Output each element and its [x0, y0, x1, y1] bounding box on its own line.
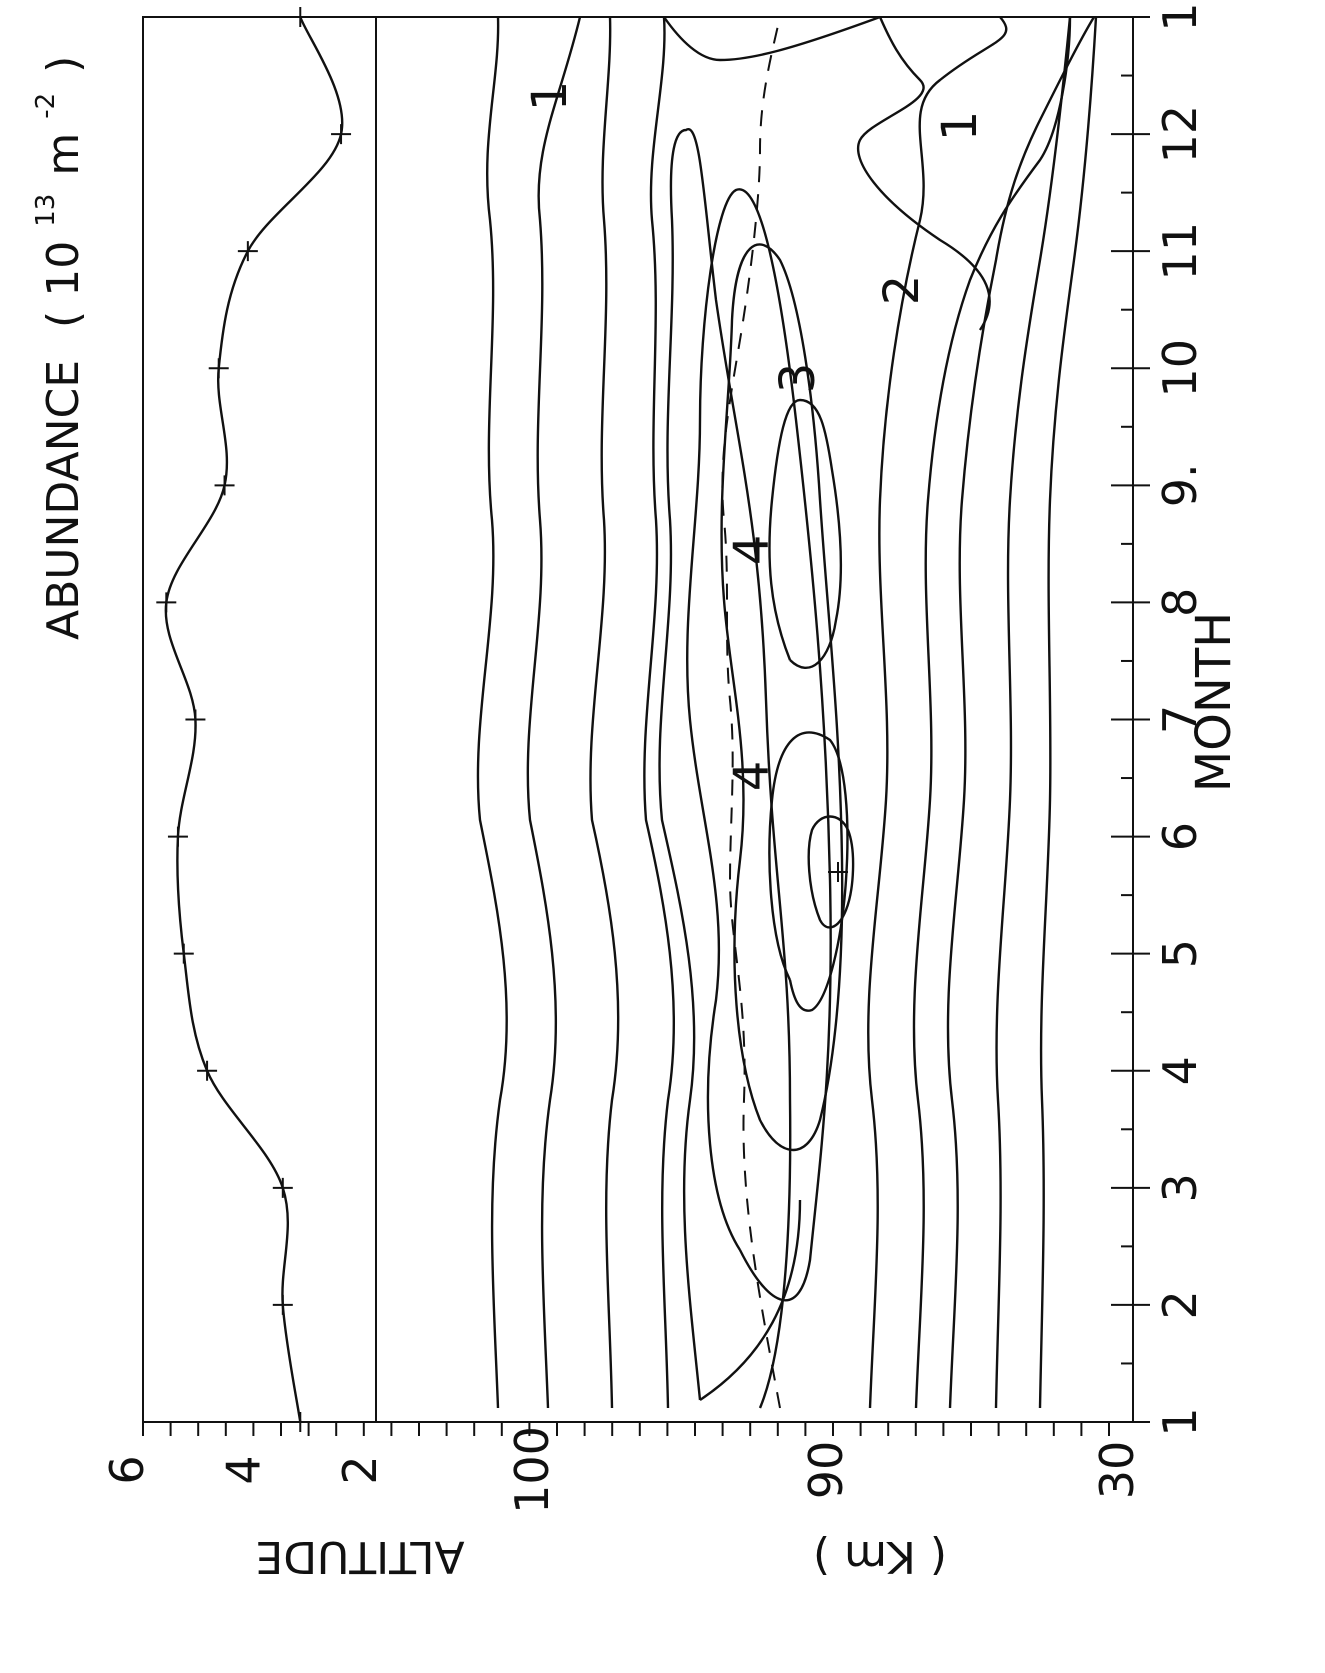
contour-line-lower-1: [867, 16, 1008, 1409]
y-tick-label: 100: [505, 1426, 559, 1514]
month-tick-label: 8: [1153, 588, 1207, 617]
abundance-point: [173, 943, 194, 964]
y-tick-labels: 6 4 2 100 90 30: [100, 1426, 1144, 1514]
month-tick-label: 2: [1153, 1290, 1207, 1319]
month-tick-label: 4: [1153, 1056, 1207, 1085]
contour-line-lower-2: [912, 16, 1072, 1409]
abundance-point: [290, 1412, 311, 1432]
contour-line-closed-1: [658, 127, 792, 1409]
abundance-point: [331, 124, 352, 145]
abundance-point: [290, 7, 311, 27]
contour-label-4b: 4: [724, 761, 780, 792]
contour-label-2: 2: [874, 275, 930, 306]
abundance-point: [272, 1177, 293, 1198]
contour-line-4-left: [768, 731, 849, 1012]
month-axis-label: MONTH: [1186, 612, 1242, 793]
y-tick-label: 90: [799, 1441, 853, 1500]
altitude-axis-name: ALTITUDE: [255, 1531, 464, 1582]
contour-label-4a: 4: [724, 535, 780, 566]
month-tick-label: 1: [1153, 2, 1207, 31]
month-tick-label: 11: [1153, 222, 1207, 281]
peak-altitude-dashed-line: [721, 16, 781, 1409]
abundance-point: [156, 592, 177, 613]
contour-line-closed-2: [686, 188, 832, 1302]
contour-line-upper-4: [643, 16, 676, 1409]
contour-line-outer-top-3: [589, 16, 620, 1409]
month-tick-label: 6: [1153, 822, 1207, 851]
contour-line-right-notch: [856, 16, 991, 331]
abundance-points: [156, 7, 352, 1432]
peak-marker: [828, 862, 848, 882]
abundance-panel-frame: [142, 16, 377, 1423]
y-tick-label: 4: [217, 1455, 271, 1484]
contour-line-closed-3: [720, 243, 844, 1151]
contour-line-outer-top-2: [526, 16, 582, 1409]
abundance-point: [185, 709, 206, 730]
month-tick-label: 10: [1153, 339, 1207, 398]
contour-line-upper-right-loop: [663, 15, 881, 62]
month-tick-label: 12: [1153, 105, 1207, 164]
abundance-point: [214, 475, 235, 496]
contour-label-3: 3: [770, 363, 826, 394]
abundance-point: [197, 1060, 218, 1081]
altitude-axis-unit: ( Km ): [813, 1531, 947, 1582]
abundance-title: ABUNDANCE ( 10 13 m -2 ): [14, 56, 89, 640]
contour-line-bottom-2: [1038, 16, 1098, 1409]
abundance-point: [208, 358, 229, 379]
y-tick-label: 30: [1090, 1441, 1144, 1500]
month-tick-label: 9.: [1153, 463, 1207, 507]
abundance-point: [237, 241, 258, 262]
contour-line-peak: [807, 815, 855, 929]
contour-label-1a: 1: [522, 81, 578, 112]
abundance-point: [167, 826, 188, 847]
month-tick-label: 3: [1153, 1173, 1207, 1202]
month-tick-label: 7: [1153, 705, 1207, 734]
month-tick-label: 5: [1153, 939, 1207, 968]
month-tick-label: 1: [1153, 1407, 1207, 1436]
y-tick-label: 2: [333, 1455, 387, 1484]
contour-label-group: 1 1 2 3 4 4: [522, 81, 988, 792]
y-tick-label: 6: [100, 1455, 154, 1484]
contour-line-4-right: [768, 398, 843, 669]
contour-line-3-loop: [699, 1199, 802, 1401]
contour-lines: [476, 15, 1098, 1409]
axis-ticks: [142, 16, 1150, 1436]
contour-line-outer-top-1: [476, 16, 508, 1409]
altitude-axis-title: ALTITUDE ( Km ): [255, 1531, 947, 1582]
contour-label-1b: 1: [932, 111, 988, 142]
abundance-point: [272, 1294, 293, 1315]
contour-line-bottom-1: [994, 16, 1072, 1409]
contour-line-lower-3: [946, 16, 1096, 1409]
